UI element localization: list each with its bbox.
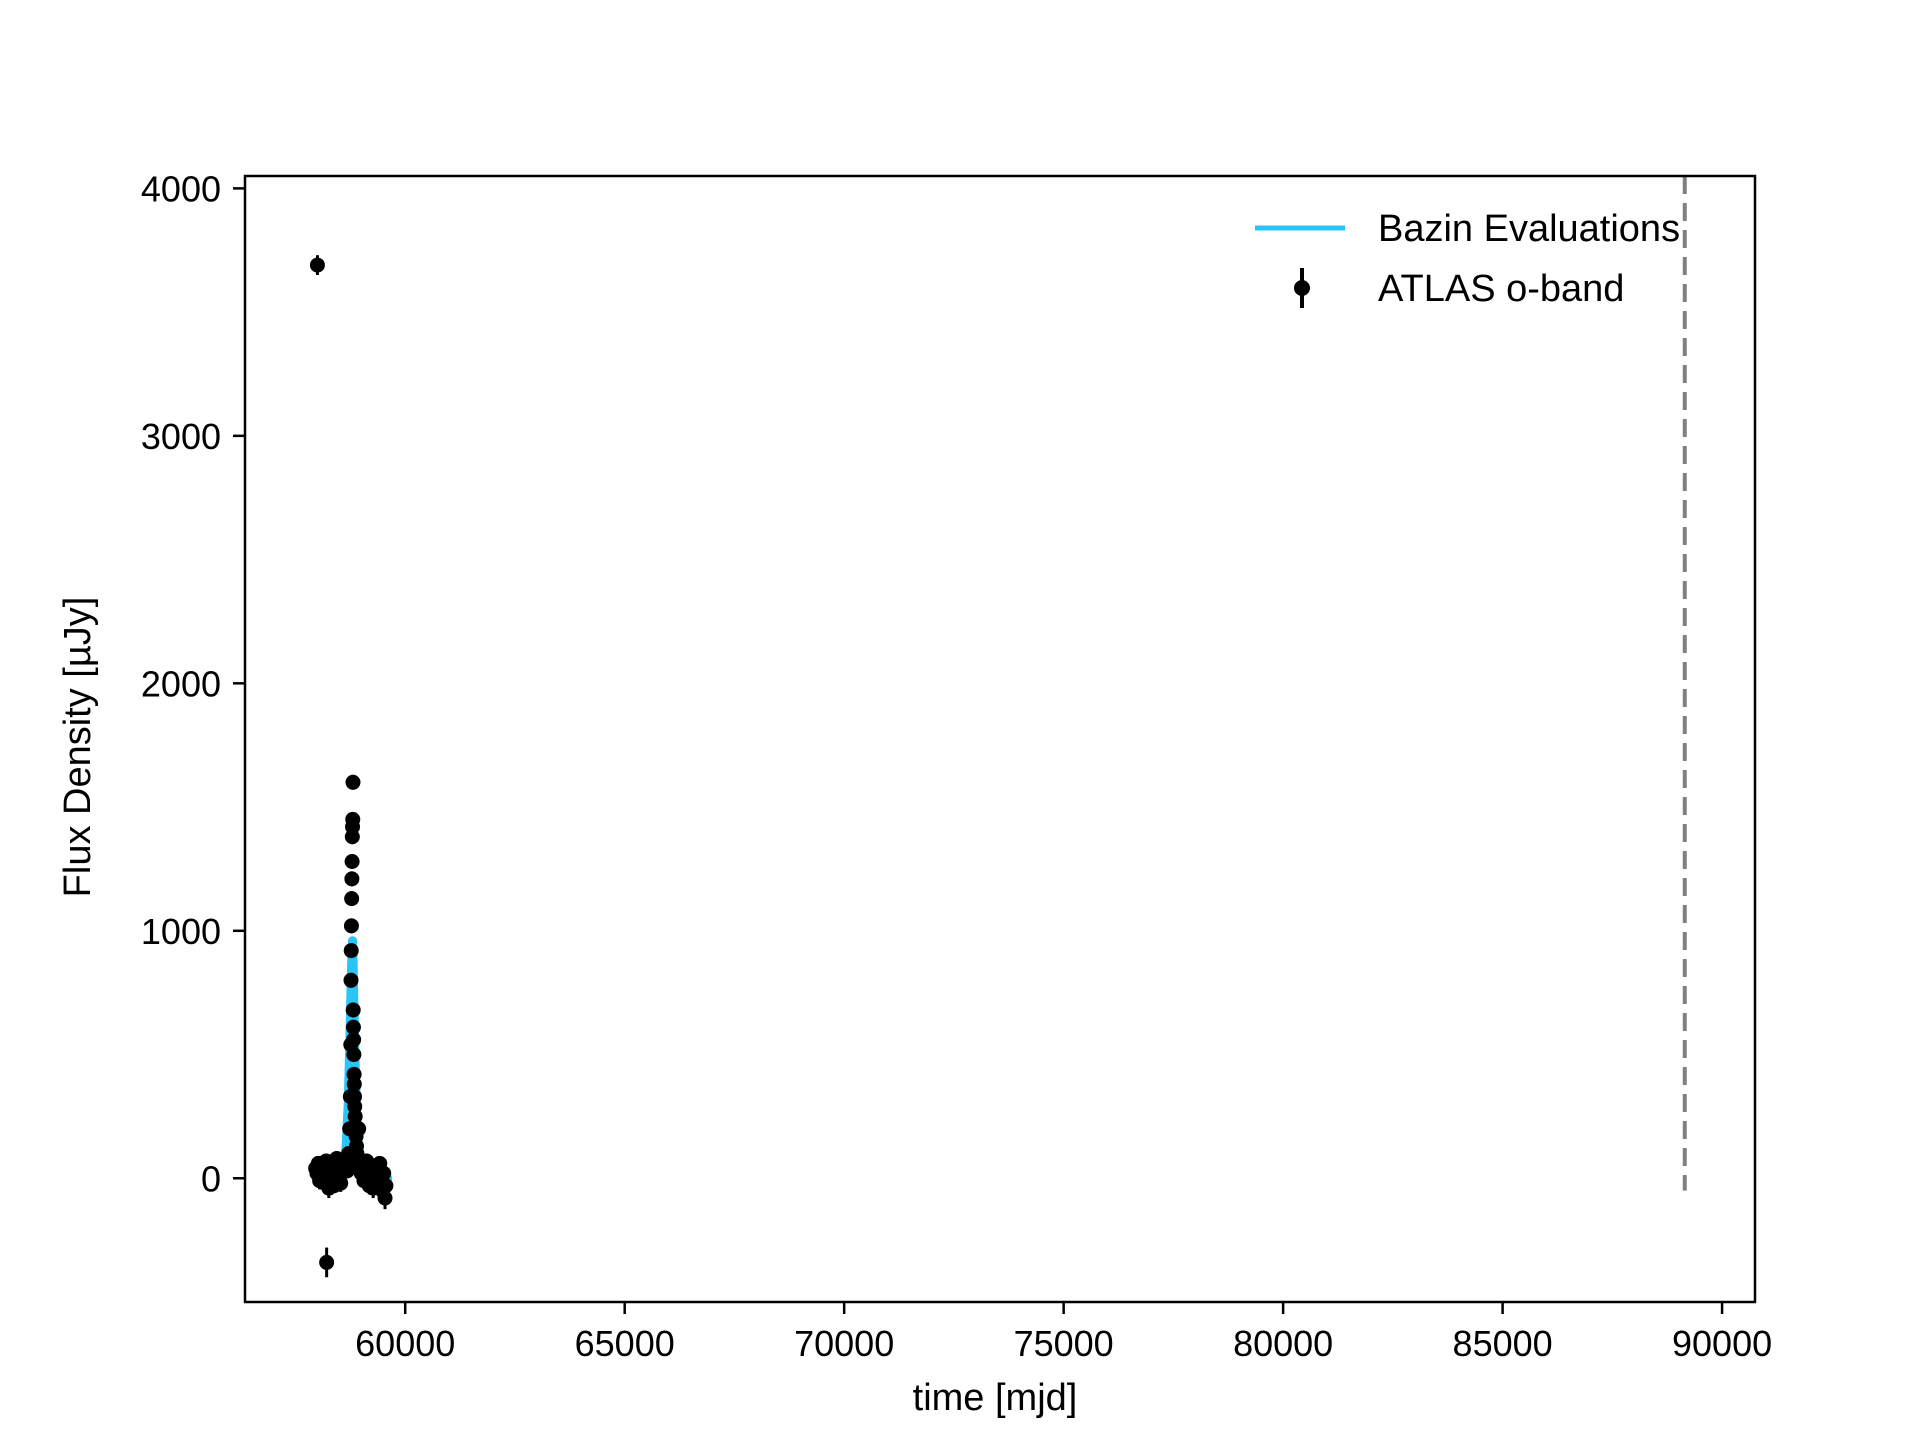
y-tick-label: 2000: [141, 663, 221, 704]
legend-marker-swatch: [1294, 280, 1310, 296]
plot-frame: [243, 174, 1757, 1304]
y-axis: 0 1000 2000 3000 4000: [141, 168, 245, 1199]
data-point: [345, 1019, 361, 1035]
data-point: [345, 1002, 361, 1018]
legend-label-bazin-evaluations: Bazin Evaluations: [1378, 208, 1680, 250]
data-point: [343, 918, 359, 934]
x-tick-label: 70000: [794, 1323, 894, 1364]
y-tick-label: 0: [201, 1158, 221, 1199]
legend-label-atlas-o-band: ATLAS o-band: [1378, 268, 1624, 310]
data-point: [345, 811, 361, 827]
x-tick-label: 85000: [1453, 1323, 1553, 1364]
x-tick-label: 75000: [1014, 1323, 1114, 1364]
legend: Bazin Evaluations ATLAS o-band: [1255, 208, 1680, 310]
data-point: [309, 257, 325, 273]
x-tick-label: 60000: [355, 1323, 455, 1364]
y-tick-label: 1000: [141, 911, 221, 952]
x-tick-label: 65000: [575, 1323, 675, 1364]
data-point: [319, 1254, 335, 1270]
data-point: [343, 943, 359, 959]
x-axis-title: time [mjd]: [913, 1377, 1078, 1419]
data-point: [346, 1032, 362, 1048]
data-point: [345, 774, 361, 790]
data-point: [377, 1190, 393, 1206]
plot-marks: [308, 176, 1687, 1278]
data-point: [344, 871, 360, 887]
data-point: [343, 972, 359, 988]
data-point: [376, 1165, 392, 1181]
y-tick-label: 4000: [141, 168, 221, 209]
data-point: [351, 1121, 367, 1137]
data-point: [339, 1163, 355, 1179]
data-point: [344, 853, 360, 869]
x-axis: 60000 65000 70000 75000 80000 85000 90000: [355, 1302, 1772, 1364]
data-point: [378, 1178, 394, 1194]
data-point: [344, 891, 360, 907]
y-axis-title: Flux Density [µJy]: [57, 597, 99, 898]
x-tick-label: 80000: [1233, 1323, 1333, 1364]
y-tick-label: 3000: [141, 416, 221, 457]
data-point: [346, 1047, 362, 1063]
data-point: [346, 1076, 362, 1092]
x-tick-label: 90000: [1672, 1323, 1772, 1364]
data-point: [333, 1175, 349, 1191]
